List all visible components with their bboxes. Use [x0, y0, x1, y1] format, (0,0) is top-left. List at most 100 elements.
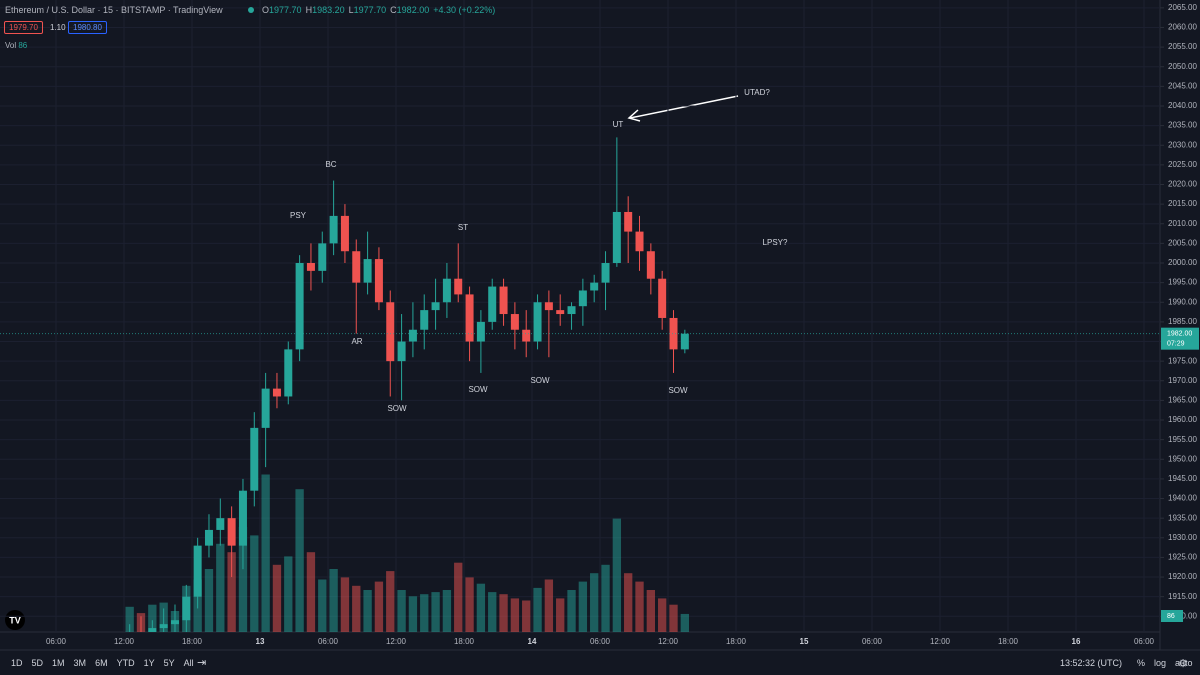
volume-bar — [238, 527, 248, 632]
volume-bar — [556, 598, 565, 632]
candle-body — [352, 251, 361, 283]
y-tick-label: 1975.00 — [1168, 356, 1197, 365]
candle-body — [465, 294, 474, 342]
candle-body — [159, 624, 168, 629]
candle-body — [669, 317, 678, 350]
candle-body — [306, 263, 315, 271]
ohlc-value: 1982.00 — [396, 5, 430, 15]
annotation: UT — [613, 120, 624, 129]
candle-body — [295, 263, 304, 350]
volume-bar — [318, 579, 327, 632]
y-tick-label: 1945.00 — [1168, 474, 1197, 483]
y-tick-label: 2055.00 — [1168, 42, 1197, 51]
range-button[interactable]: 1Y — [143, 658, 155, 668]
range-button[interactable]: 1M — [52, 658, 65, 668]
range-button[interactable]: All — [183, 658, 194, 668]
volume-value: 86 — [18, 41, 28, 50]
volume-bar — [544, 579, 554, 632]
y-tick-label: 2030.00 — [1168, 140, 1197, 149]
price-countdown: 07:29 — [1167, 341, 1185, 348]
axis-button[interactable]: log — [1154, 658, 1167, 668]
volume-bar — [590, 573, 599, 632]
annotation: SOW — [668, 386, 688, 395]
range-button[interactable]: 1D — [11, 658, 23, 668]
volume-bar — [340, 577, 350, 632]
candle-body — [284, 349, 293, 397]
y-tick-label: 1950.00 — [1168, 454, 1197, 463]
symbol-title[interactable]: Ethereum / U.S. Dollar · 15 · BITSTAMP ·… — [5, 5, 223, 15]
ohlc-value: 1983.20 — [312, 5, 345, 15]
x-tick-label: 18:00 — [182, 637, 203, 646]
y-tick-label: 1955.00 — [1168, 435, 1197, 444]
volume-bar — [499, 594, 508, 632]
bid-box[interactable]: 1979.70 — [4, 21, 43, 34]
volume-bar — [386, 571, 395, 632]
volume-legend: Vol 86 — [5, 41, 27, 50]
candle-body — [408, 329, 417, 342]
volume-bar — [272, 564, 282, 632]
candle-body — [137, 632, 145, 636]
volume-bar — [261, 474, 270, 632]
candle-body — [476, 321, 485, 342]
ask-box[interactable]: 1980.80 — [68, 21, 107, 34]
volume-bar — [658, 598, 667, 632]
volume-bar — [635, 581, 644, 632]
ohlc-key: O — [262, 5, 270, 15]
volume-bar — [250, 535, 259, 632]
range-button[interactable]: 6M — [95, 658, 108, 668]
axis-button[interactable]: auto — [1175, 658, 1193, 668]
annotation: SOW — [387, 404, 407, 413]
x-tick-label: 06:00 — [46, 637, 67, 646]
y-tick-label: 1960.00 — [1168, 415, 1197, 424]
grid — [0, 0, 1160, 632]
y-tick-label: 1940.00 — [1168, 494, 1197, 503]
range-button[interactable]: 5Y — [163, 658, 175, 668]
date-range-icon[interactable]: ⇥ — [197, 657, 207, 669]
annotation: PSY — [290, 211, 307, 220]
x-tick-label: 06:00 — [590, 637, 611, 646]
volume-bar — [204, 569, 214, 632]
range-button[interactable]: 3M — [73, 658, 87, 668]
candle-body — [454, 278, 463, 295]
candle-body — [556, 310, 565, 315]
x-tick-label: 06:00 — [862, 637, 883, 646]
candle-body — [386, 302, 395, 362]
price-tag-value: 1982.00 — [1167, 331, 1192, 338]
volume-bar — [125, 606, 134, 632]
candle-body — [261, 388, 270, 428]
y-tick-label: 1965.00 — [1168, 396, 1197, 405]
axis-button[interactable]: % — [1137, 658, 1146, 668]
x-tick-label: 14 — [528, 637, 537, 646]
candle-body — [193, 545, 202, 597]
volume-bar — [363, 590, 372, 632]
clock: 13:52:32 (UTC) — [1060, 658, 1123, 668]
x-tick-label: 06:00 — [318, 637, 339, 646]
range-button[interactable]: 5D — [31, 658, 44, 668]
y-tick-label: 2010.00 — [1168, 219, 1197, 228]
y-tick-label: 1920.00 — [1168, 572, 1197, 581]
candle-body — [363, 259, 372, 283]
y-tick-label: 2035.00 — [1168, 121, 1197, 130]
price-tag — [1161, 327, 1199, 350]
ohlc-key: C — [390, 5, 397, 15]
range-button[interactable]: YTD — [116, 658, 135, 668]
x-tick-label: 12:00 — [930, 637, 951, 646]
candle-body — [238, 490, 247, 546]
x-tick-label: 18:00 — [998, 637, 1019, 646]
volume-bar — [227, 552, 236, 632]
candle-body — [612, 211, 621, 264]
ohlc-key: H — [305, 5, 313, 15]
ohlc-value: 1977.70 — [269, 5, 302, 15]
volume-bar — [624, 573, 633, 632]
candle-body — [499, 286, 508, 315]
candle-body — [216, 518, 225, 530]
candle-body — [488, 286, 497, 322]
volume-bar — [431, 592, 440, 632]
x-tick-label: 12:00 — [386, 637, 407, 646]
y-tick-label: 1915.00 — [1168, 592, 1197, 601]
y-tick-label: 1930.00 — [1168, 533, 1197, 542]
volume-bar — [408, 596, 418, 632]
y-tick-label: 2005.00 — [1168, 238, 1197, 247]
y-tick-label: 1970.00 — [1168, 376, 1197, 385]
